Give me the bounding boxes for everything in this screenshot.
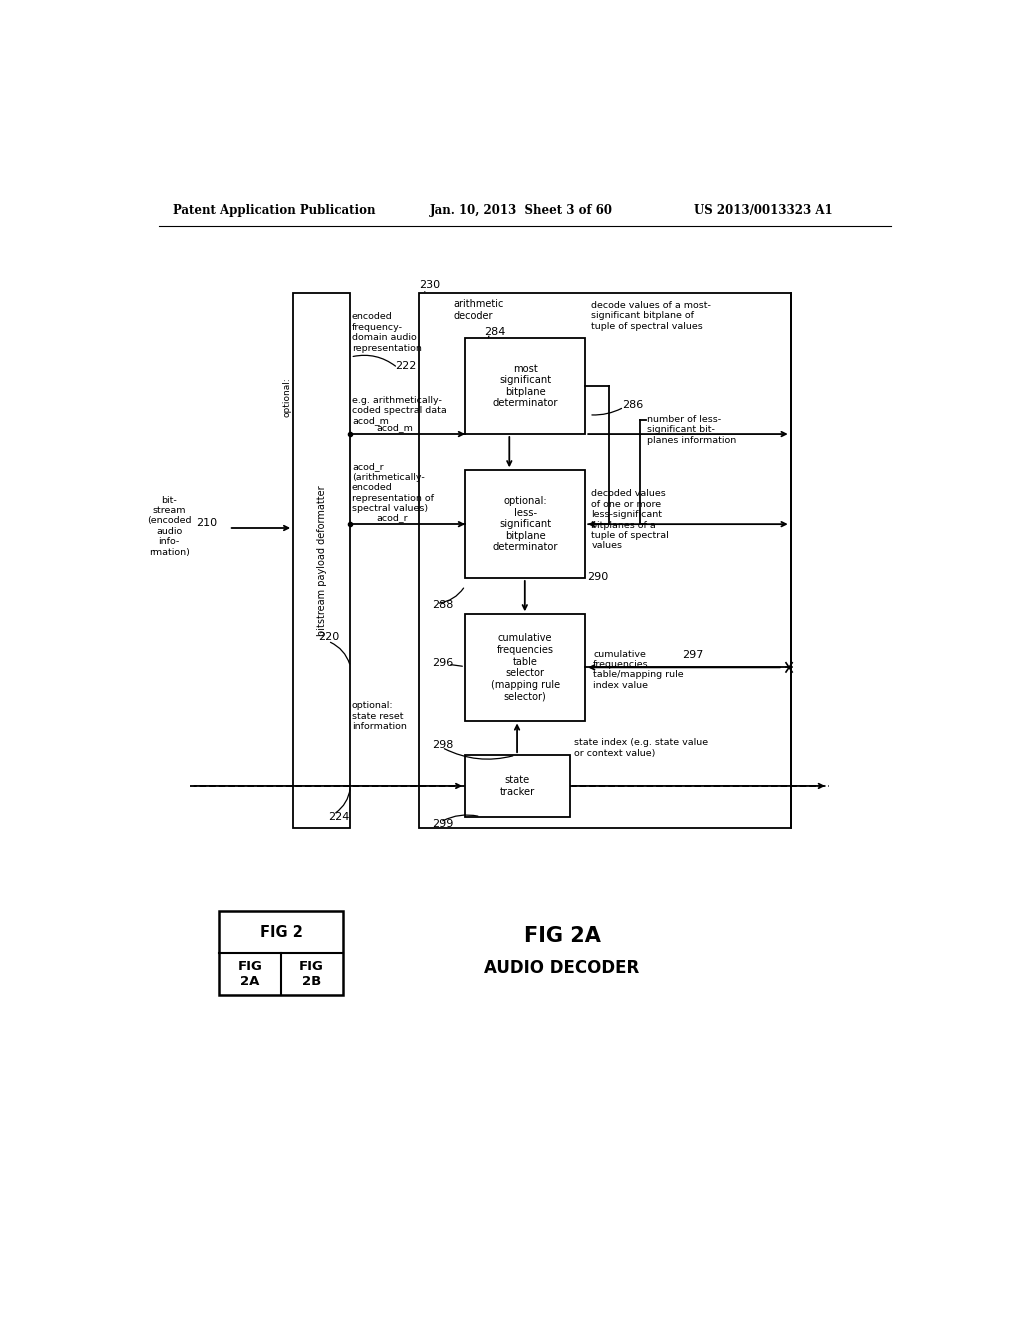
- Text: 230: 230: [419, 280, 439, 290]
- Text: 224: 224: [328, 812, 349, 822]
- Text: acod_r: acod_r: [376, 513, 408, 523]
- Text: decode values of a most-
significant bitplane of
tuple of spectral values: decode values of a most- significant bit…: [592, 301, 712, 330]
- Text: US 2013/0013323 A1: US 2013/0013323 A1: [693, 205, 833, 218]
- Text: e.g. arithmetically-
coded spectral data
acod_m: e.g. arithmetically- coded spectral data…: [352, 396, 446, 425]
- Text: 284: 284: [484, 326, 506, 337]
- Text: optional:: optional:: [283, 378, 292, 417]
- Text: cumulative
frequencies
table/mapping rule
index value: cumulative frequencies table/mapping rul…: [593, 649, 684, 690]
- Text: number of less-
significant bit-
planes information: number of less- significant bit- planes …: [647, 414, 736, 445]
- Text: state
tracker: state tracker: [500, 775, 536, 797]
- Text: most
significant
bitplane
determinator: most significant bitplane determinator: [493, 363, 558, 408]
- Bar: [465, 470, 586, 578]
- Text: acod_m: acod_m: [376, 424, 413, 433]
- Text: FIG
2B: FIG 2B: [299, 960, 325, 987]
- Text: arithmetic
decoder: arithmetic decoder: [454, 300, 504, 321]
- Text: Patent Application Publication: Patent Application Publication: [173, 205, 376, 218]
- Bar: [419, 293, 791, 829]
- Text: 297: 297: [682, 649, 703, 660]
- Text: encoded
frequency-
domain audio
representation: encoded frequency- domain audio represen…: [352, 313, 422, 352]
- Text: state index (e.g. state value
or context value): state index (e.g. state value or context…: [573, 738, 708, 758]
- Text: decoded values
of one or more
less-significant
bitplanes of a
tuple of spectral
: decoded values of one or more less-signi…: [592, 490, 670, 550]
- Text: 220: 220: [317, 632, 339, 643]
- Text: FIG 2A: FIG 2A: [523, 927, 600, 946]
- Bar: [465, 614, 586, 721]
- Text: acod_r
(arithmetically-
encoded
representation of
spectral values): acod_r (arithmetically- encoded represen…: [352, 462, 434, 513]
- Text: FIG
2A: FIG 2A: [238, 960, 262, 987]
- Bar: [293, 293, 350, 829]
- Text: 288: 288: [432, 601, 454, 610]
- Text: 290: 290: [587, 572, 608, 582]
- Text: bitstream payload deformatter: bitstream payload deformatter: [316, 486, 327, 636]
- Text: optional:
less-
significant
bitplane
determinator: optional: less- significant bitplane det…: [493, 496, 558, 552]
- Text: 222: 222: [395, 362, 417, 371]
- Text: bit-
stream
(encoded
audio
info-
rmation): bit- stream (encoded audio info- rmation…: [146, 496, 191, 557]
- Bar: [465, 755, 569, 817]
- Text: AUDIO DECODER: AUDIO DECODER: [484, 960, 640, 977]
- Text: 298: 298: [432, 741, 454, 750]
- Bar: [219, 911, 343, 995]
- Text: optional:
state reset
information: optional: state reset information: [352, 701, 407, 731]
- Text: Jan. 10, 2013  Sheet 3 of 60: Jan. 10, 2013 Sheet 3 of 60: [430, 205, 613, 218]
- Text: 286: 286: [623, 400, 644, 409]
- Text: 299: 299: [432, 820, 454, 829]
- Text: 296: 296: [432, 657, 453, 668]
- Bar: [465, 338, 586, 434]
- Text: cumulative
frequencies
table
selector
(mapping rule
selector): cumulative frequencies table selector (m…: [490, 634, 560, 701]
- Text: 210: 210: [196, 517, 217, 528]
- Text: FIG 2: FIG 2: [260, 925, 302, 940]
